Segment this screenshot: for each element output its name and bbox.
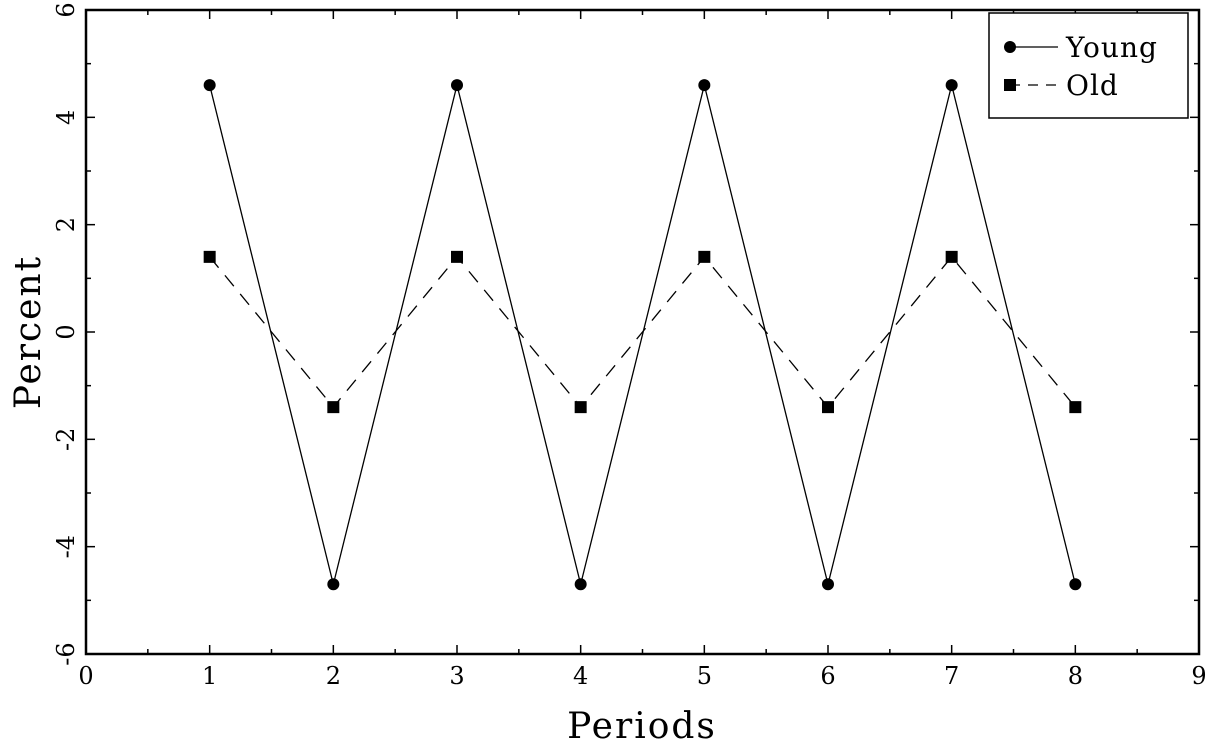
data-point-young [1069,578,1082,591]
legend: Young Old [988,12,1189,119]
data-point-old [327,401,340,414]
series-layer [203,79,1082,591]
y-tick-label: 2 [52,217,80,232]
data-point-old [945,250,958,263]
legend-box [988,12,1189,119]
data-point-old [1069,401,1082,414]
y-tick-label: 4 [52,110,80,125]
y-tick-label: -2 [52,428,80,451]
x-tick-label: 1 [202,662,217,690]
data-point-young [574,578,587,591]
y-tick-label: -6 [52,642,80,665]
x-tick-label: 5 [697,662,712,690]
x-tick-label: 9 [1191,662,1206,690]
data-point-young [451,79,463,92]
axis-ticks [85,9,1200,655]
legend-young-marker [1004,41,1016,53]
data-point-young [203,79,216,92]
x-tick-label: 8 [1068,662,1083,690]
legend-old-marker [1004,79,1016,91]
data-point-old [203,250,216,263]
x-axis-title: Periods [567,706,717,747]
legend-old-label: Old [1066,69,1119,102]
data-point-young [945,79,958,92]
y-tick-label: 0 [52,324,80,339]
data-point-young [698,79,711,92]
y-axis-title: Percent [8,255,49,409]
x-tick-label: 3 [449,662,464,690]
axis-tick-labels: 0 1 2 3 4 5 6 7 8 9 -6 -4 -2 0 2 4 6 [52,2,1207,690]
y-tick-label: 6 [52,2,80,17]
series-line-young [209,84,1076,585]
data-point-young [822,578,834,591]
y-tick-label: -4 [52,535,80,558]
x-tick-label: 7 [944,662,959,690]
data-point-old [451,250,463,263]
x-tick-label: 2 [326,662,341,690]
x-tick-label: 6 [820,662,835,690]
legend-young-label: Young [1065,31,1158,64]
data-point-old [698,250,711,263]
data-point-old [574,401,587,414]
data-point-young [327,578,340,591]
x-tick-label: 4 [573,662,588,690]
data-point-old [822,401,834,414]
series-line-old [209,255,1076,409]
x-tick-label: 0 [78,662,93,690]
